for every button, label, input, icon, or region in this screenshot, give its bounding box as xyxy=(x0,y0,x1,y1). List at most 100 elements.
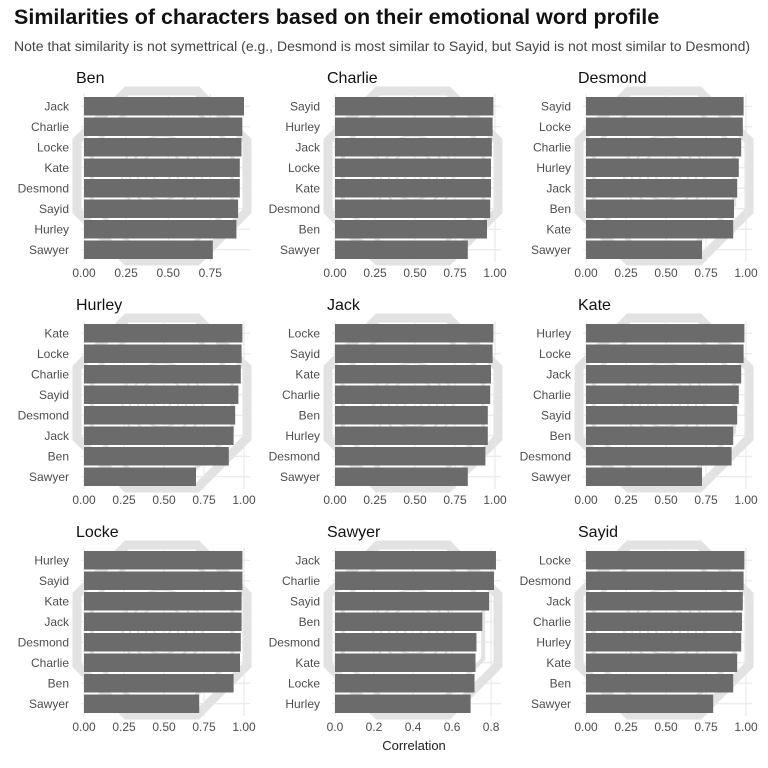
category-label: Desmond xyxy=(269,635,320,649)
panel-kate: Kate Hurley Locke Jack Charlie Sayid Ben Desmon… xyxy=(520,297,758,507)
category-label: Desmond xyxy=(269,202,320,216)
tick-label: 0.25 xyxy=(614,266,638,280)
tick-label: 0.25 xyxy=(112,493,136,507)
category-label: Desmond xyxy=(520,574,571,588)
bar-charlie xyxy=(335,571,495,590)
bar-sayid xyxy=(335,344,493,363)
category-label: Kate xyxy=(295,367,320,381)
bar-sawyer xyxy=(586,240,702,259)
category-label: Locke xyxy=(37,140,69,154)
tick-label: 1.00 xyxy=(734,266,758,280)
bar-sawyer xyxy=(335,240,468,259)
category-label: Jack xyxy=(546,594,572,608)
category-label: Kate xyxy=(44,326,69,340)
bar-locke xyxy=(335,324,494,343)
tick-label: 1.00 xyxy=(734,720,758,734)
bar-locke xyxy=(586,551,745,570)
bar-kate xyxy=(84,592,242,611)
bar-jack xyxy=(84,612,242,631)
bar-sayid xyxy=(84,571,243,590)
category-label: Jack xyxy=(44,99,70,113)
category-label: Charlie xyxy=(31,656,69,670)
category-label: Kate xyxy=(546,656,571,670)
category-label: Sawyer xyxy=(280,243,320,257)
tick-label: 0.25 xyxy=(114,266,138,280)
tick-label: 0.00 xyxy=(574,493,598,507)
category-label: Jack xyxy=(546,367,572,381)
tick-label: 0.8 xyxy=(483,720,500,734)
panel-desmond: Desmond Sayid Locke Charlie Hurley Jack Ben Kat… xyxy=(531,70,758,280)
bar-ben xyxy=(84,447,229,466)
tick-label: 0.75 xyxy=(192,720,216,734)
tick-label: 0.75 xyxy=(443,266,467,280)
tick-label: 0.2 xyxy=(366,720,383,734)
bar-desmond xyxy=(335,199,491,218)
tick-label: 0.4 xyxy=(405,720,422,734)
bar-locke xyxy=(335,158,491,177)
tick-label: 0.00 xyxy=(323,493,347,507)
category-label: Sawyer xyxy=(29,470,69,484)
bar-sayid xyxy=(586,406,738,425)
bar-sawyer xyxy=(335,467,468,486)
category-label: Ben xyxy=(550,676,571,690)
bar-kate xyxy=(335,179,491,198)
bar-sawyer xyxy=(586,467,702,486)
bar-jack xyxy=(586,365,742,384)
bar-desmond xyxy=(586,447,732,466)
category-label: Charlie xyxy=(533,388,571,402)
category-label: Jack xyxy=(295,140,321,154)
tick-label: 0.25 xyxy=(614,493,638,507)
bar-sayid xyxy=(335,97,494,116)
chart-subtitle: Note that similarity is not symettrical … xyxy=(14,38,751,54)
bar-charlie xyxy=(335,385,491,404)
bar-sayid xyxy=(84,385,239,404)
bar-hurley xyxy=(586,158,739,177)
category-label: Hurley xyxy=(285,697,320,711)
bar-hurley xyxy=(586,633,742,652)
category-label: Locke xyxy=(539,347,571,361)
bar-sawyer xyxy=(84,694,200,713)
category-label: Kate xyxy=(546,222,571,236)
category-label: Sayid xyxy=(39,202,69,216)
category-label: Desmond xyxy=(18,635,69,649)
category-label: Hurley xyxy=(285,429,320,443)
category-label: Ben xyxy=(299,408,320,422)
category-label: Jack xyxy=(44,429,70,443)
category-label: Charlie xyxy=(282,574,320,588)
tick-label: 0.6 xyxy=(444,720,461,734)
tick-label: 0.50 xyxy=(152,720,176,734)
bar-desmond xyxy=(84,406,236,425)
tick-label: 0.00 xyxy=(574,720,598,734)
bar-desmond xyxy=(586,571,744,590)
tick-label: 0.25 xyxy=(363,266,387,280)
category-label: Sawyer xyxy=(280,470,320,484)
panel-jack: Jack Locke Sayid Kate Charlie Ben Hurley Desmon… xyxy=(269,297,507,507)
category-label: Hurley xyxy=(536,326,571,340)
bar-desmond xyxy=(335,633,477,652)
bar-jack xyxy=(335,551,496,570)
tick-label: 0.50 xyxy=(152,493,176,507)
category-label: Sawyer xyxy=(29,697,69,711)
panel-title: Charlie xyxy=(327,70,378,87)
tick-label: 0.00 xyxy=(72,720,96,734)
bar-hurley xyxy=(84,551,243,570)
bar-sawyer xyxy=(84,240,213,259)
category-label: Jack xyxy=(295,553,321,567)
panel-title: Desmond xyxy=(578,70,646,87)
category-label: Locke xyxy=(37,347,69,361)
category-label: Hurley xyxy=(34,222,69,236)
category-label: Sawyer xyxy=(531,470,571,484)
bar-kate xyxy=(335,365,491,384)
panel-title: Kate xyxy=(578,297,611,314)
tick-label: 1.00 xyxy=(232,720,256,734)
category-label: Desmond xyxy=(18,408,69,422)
bar-desmond xyxy=(84,633,241,652)
bar-desmond xyxy=(335,447,486,466)
category-label: Ben xyxy=(550,202,571,216)
bar-locke xyxy=(84,344,242,363)
bar-ben xyxy=(335,612,483,631)
tick-label: 0.0 xyxy=(327,720,344,734)
bar-jack xyxy=(335,138,492,157)
chart-title: Similarities of characters based on thei… xyxy=(14,5,660,29)
bar-kate xyxy=(335,653,476,672)
